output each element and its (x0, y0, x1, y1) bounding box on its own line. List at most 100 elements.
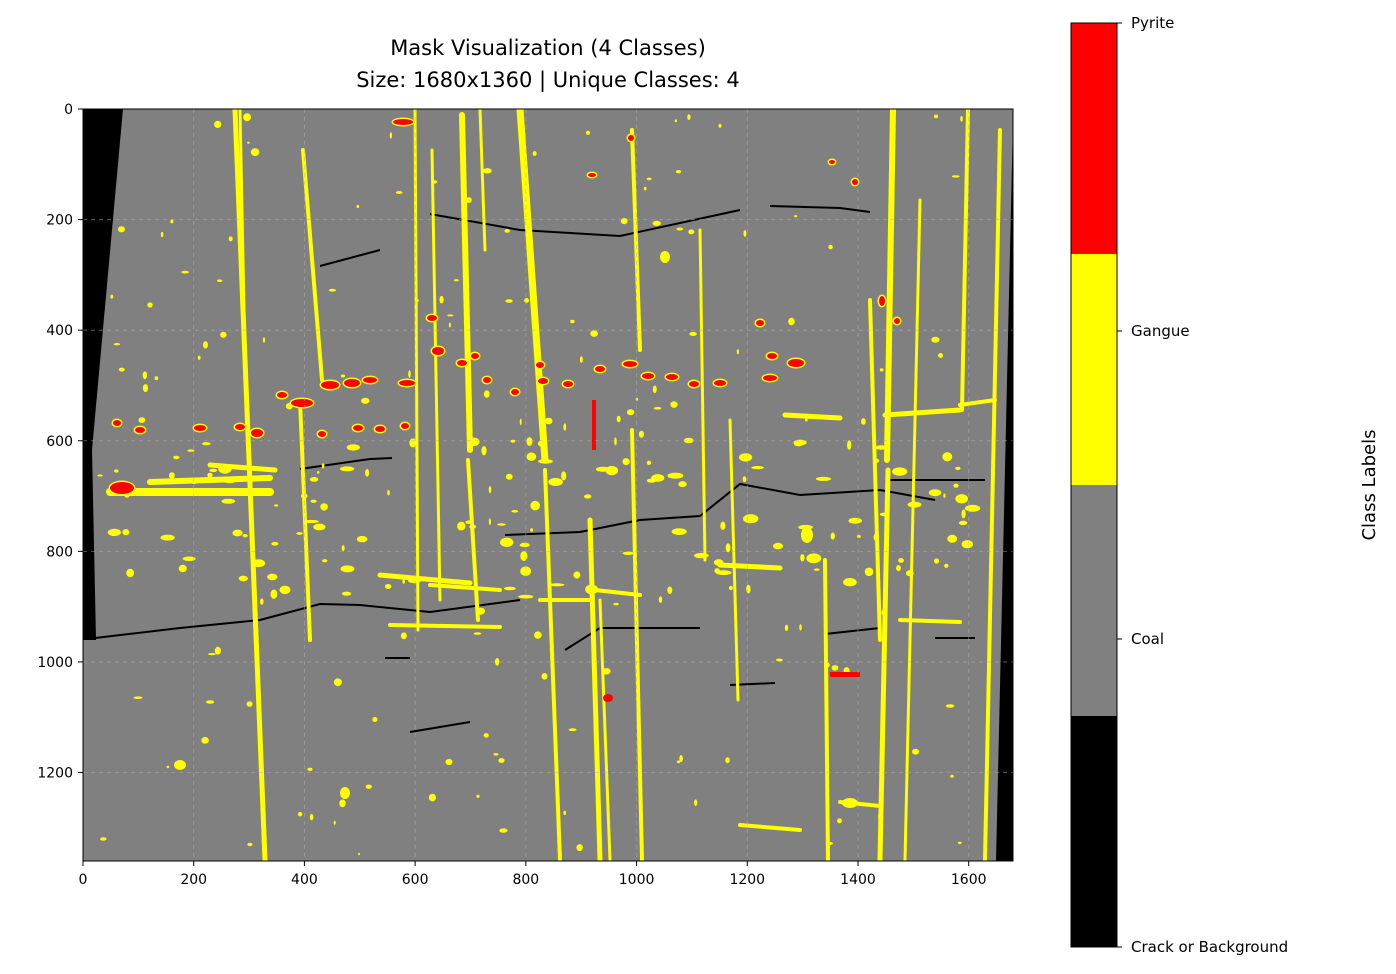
gangue-speck (356, 205, 360, 208)
gangue-speck (191, 480, 197, 485)
gangue-speck (951, 175, 960, 178)
gangue-speck (563, 423, 567, 431)
gangue-speck (616, 415, 621, 423)
colorbar-label: Class Labels (1359, 429, 1380, 540)
gangue-speck (526, 437, 533, 446)
gangue-speck (262, 337, 266, 343)
gangue-speck (339, 799, 346, 808)
gangue-speck (209, 468, 218, 473)
gangue-speck (415, 299, 419, 302)
gangue-speck (585, 130, 591, 135)
y-tick-label: 800 (46, 544, 73, 560)
gangue-speck (328, 288, 336, 292)
gangue-speck (431, 180, 438, 184)
gangue-vein (903, 198, 922, 861)
gangue-speck (341, 591, 352, 596)
gangue-speck (831, 665, 839, 671)
gangue-speck (590, 330, 598, 337)
gangue-speck (955, 494, 968, 504)
gangue-speck (570, 319, 575, 324)
pyrite-spot (756, 320, 764, 326)
gangue-vein (430, 148, 442, 602)
gangue-speck (217, 279, 223, 283)
gangue-vein (301, 148, 324, 382)
chart-title-line2: Size: 1680x1360 | Unique Classes: 4 (356, 68, 740, 93)
colorbar-tick-label: Coal (1131, 630, 1164, 648)
gangue-speck (488, 486, 492, 494)
gangue-speck (605, 465, 619, 476)
gangue-speck (799, 624, 802, 631)
gangue-speck (223, 479, 236, 484)
gangue-band (958, 398, 997, 407)
gangue-speck (541, 673, 548, 680)
gangue-speck (181, 270, 189, 274)
gangue-vein (630, 128, 642, 352)
gangue-speck (408, 578, 421, 584)
gangue-speck (961, 509, 966, 519)
gangue-speck (950, 774, 954, 778)
colorbar-frame (1070, 22, 1118, 948)
gangue-speck (320, 503, 328, 511)
gangue-speck (843, 578, 857, 587)
gangue-speck (389, 132, 393, 139)
gangue-speck (881, 609, 887, 616)
colorbar-segment (1071, 23, 1117, 254)
gangue-speck (538, 459, 553, 464)
x-tick-label: 800 (512, 872, 539, 888)
gangue-speck (638, 430, 645, 438)
gangue-speck (534, 631, 542, 639)
colorbar-tick-label: Gangue (1131, 322, 1190, 340)
gangue-speck (505, 299, 513, 303)
gangue-vein (516, 109, 549, 464)
gangue-vein (868, 298, 882, 642)
gangue-speck (270, 589, 278, 599)
gangue-speck (622, 551, 634, 555)
gangue-speck (800, 554, 805, 562)
gangue-speck (879, 368, 884, 372)
gangue-speck (214, 646, 221, 655)
gangue-speck (356, 535, 368, 543)
gangue-speck (588, 532, 592, 537)
gangue-speck (875, 445, 887, 450)
gangue-speck (689, 331, 697, 336)
gangue-speck (154, 376, 159, 381)
gangue-speck (400, 632, 407, 640)
pyrite-streak (592, 400, 596, 450)
gangue-speck (457, 521, 466, 531)
gangue-speck (671, 528, 687, 535)
gangue-speck (481, 446, 487, 456)
pyrite-spot (251, 429, 263, 437)
gangue-speck (142, 384, 149, 393)
gangue-speck (788, 317, 795, 326)
gangue-speck (743, 514, 759, 524)
gangue-speck (147, 302, 153, 308)
pyrite-spot (194, 425, 206, 431)
gangue-spot (174, 760, 186, 770)
pyrite-spot (321, 381, 339, 389)
gangue-speck (483, 168, 492, 174)
gangue-band (782, 412, 843, 421)
gangue-speck (667, 586, 673, 594)
gangue-speck (652, 220, 661, 226)
gangue-speck (794, 215, 798, 218)
gangue-speck (651, 474, 665, 482)
pyrite-spot (399, 380, 415, 386)
gangue-speck (958, 520, 968, 526)
gangue-speck (934, 558, 940, 564)
gangue-speck (579, 356, 583, 363)
gangue-speck (387, 489, 390, 496)
gangue-speck (503, 586, 516, 591)
gangue-vein (598, 598, 612, 861)
gangue-speck (246, 701, 253, 707)
gangue-speck (408, 370, 411, 378)
pyrite-spot (894, 318, 900, 324)
x-tick-label: 1400 (840, 872, 876, 888)
gangue-vein (983, 128, 1002, 861)
gangue-vein (459, 112, 473, 453)
gangue-speck (173, 455, 180, 460)
pyrite-spot (511, 389, 519, 395)
gangue-speck (385, 584, 392, 589)
gangue-vein (543, 468, 562, 861)
gangue-speck (674, 119, 678, 123)
